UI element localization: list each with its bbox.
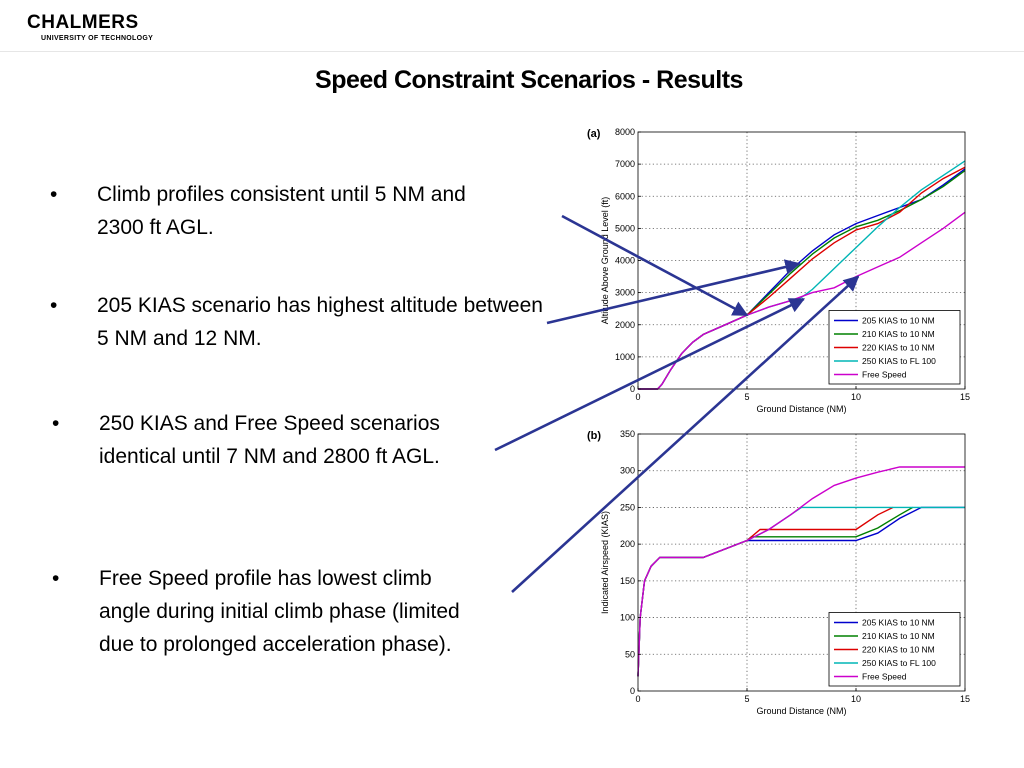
x-tick-label: 5 [744,392,749,402]
y-tick-label: 50 [625,649,635,659]
y-tick-label: 100 [620,613,635,623]
bullet-text: 250 KIAS and Free Speed scenarios identi… [99,412,440,468]
y-tick-label: 350 [620,429,635,439]
y-tick-label: 150 [620,576,635,586]
y-tick-label: 1000 [615,352,635,362]
y-tick-label: 300 [620,466,635,476]
bullet-marker: • [52,567,60,590]
x-axis-label: Ground Distance (NM) [756,706,846,716]
y-tick-label: 250 [620,502,635,512]
y-tick-label: 0 [630,384,635,394]
slide-title: Speed Constraint Scenarios - Results [315,66,743,94]
y-tick-label: 4000 [615,256,635,266]
y-tick-label: 0 [630,686,635,696]
x-axis-label: Ground Distance (NM) [756,404,846,414]
y-tick-label: 3000 [615,288,635,298]
x-tick-label: 15 [960,694,970,704]
legend-entry: 250 KIAS to FL 100 [862,356,936,366]
legend-entry: 250 KIAS to FL 100 [862,658,936,668]
legend-entry: 210 KIAS to 10 NM [862,631,935,641]
legend-entry: 205 KIAS to 10 NM [862,316,935,326]
panel-label: (b) [587,430,601,442]
logo-sub-text: UNIVERSITY OF TECHNOLOGY [41,35,154,42]
altitude-chart: 0 5 10 15 0 1000 2000 3000 4000 5000 6000 7000 8000 G… [587,127,970,414]
legend-entry: 220 KIAS to 10 NM [862,343,935,353]
legend-entry: Free Speed [862,370,907,380]
bullet-marker: • [50,183,58,206]
chalmers-logo: CHALMERS UNIVERSITY OF TECHNOLOGY [27,12,153,43]
legend-entry: Free Speed [862,672,907,682]
bullet-marker: • [52,412,60,435]
y-tick-label: 2000 [615,320,635,330]
x-tick-label: 0 [635,392,640,402]
bullet-text: Free Speed profile has lowest climb angl… [99,567,460,656]
legend-entry: 210 KIAS to 10 NM [862,329,935,339]
x-tick-label: 15 [960,392,970,402]
y-tick-label: 6000 [615,191,635,201]
x-tick-label: 5 [744,694,749,704]
x-tick-label: 0 [635,694,640,704]
x-tick-label: 10 [851,392,861,402]
y-tick-label: 200 [620,539,635,549]
x-tick-label: 10 [851,694,861,704]
bullet-text: 205 KIAS scenario has highest altitude b… [97,294,543,350]
y-tick-label: 7000 [615,159,635,169]
y-axis-label: Indicated Airspeed (KIAS) [600,511,610,614]
y-axis-label: Altitude Above Ground Level (ft) [600,197,610,325]
logo-main-text: CHALMERS [27,12,139,33]
legend-entry: 205 KIAS to 10 NM [862,618,935,628]
bullet-marker: • [50,294,58,317]
header-divider [0,51,1024,52]
bullet-text: Climb profiles consistent until 5 NM and… [97,183,466,239]
legend-entry: 220 KIAS to 10 NM [862,645,935,655]
y-tick-label: 5000 [615,223,635,233]
panel-label: (a) [587,128,601,140]
y-tick-label: 8000 [615,127,635,137]
